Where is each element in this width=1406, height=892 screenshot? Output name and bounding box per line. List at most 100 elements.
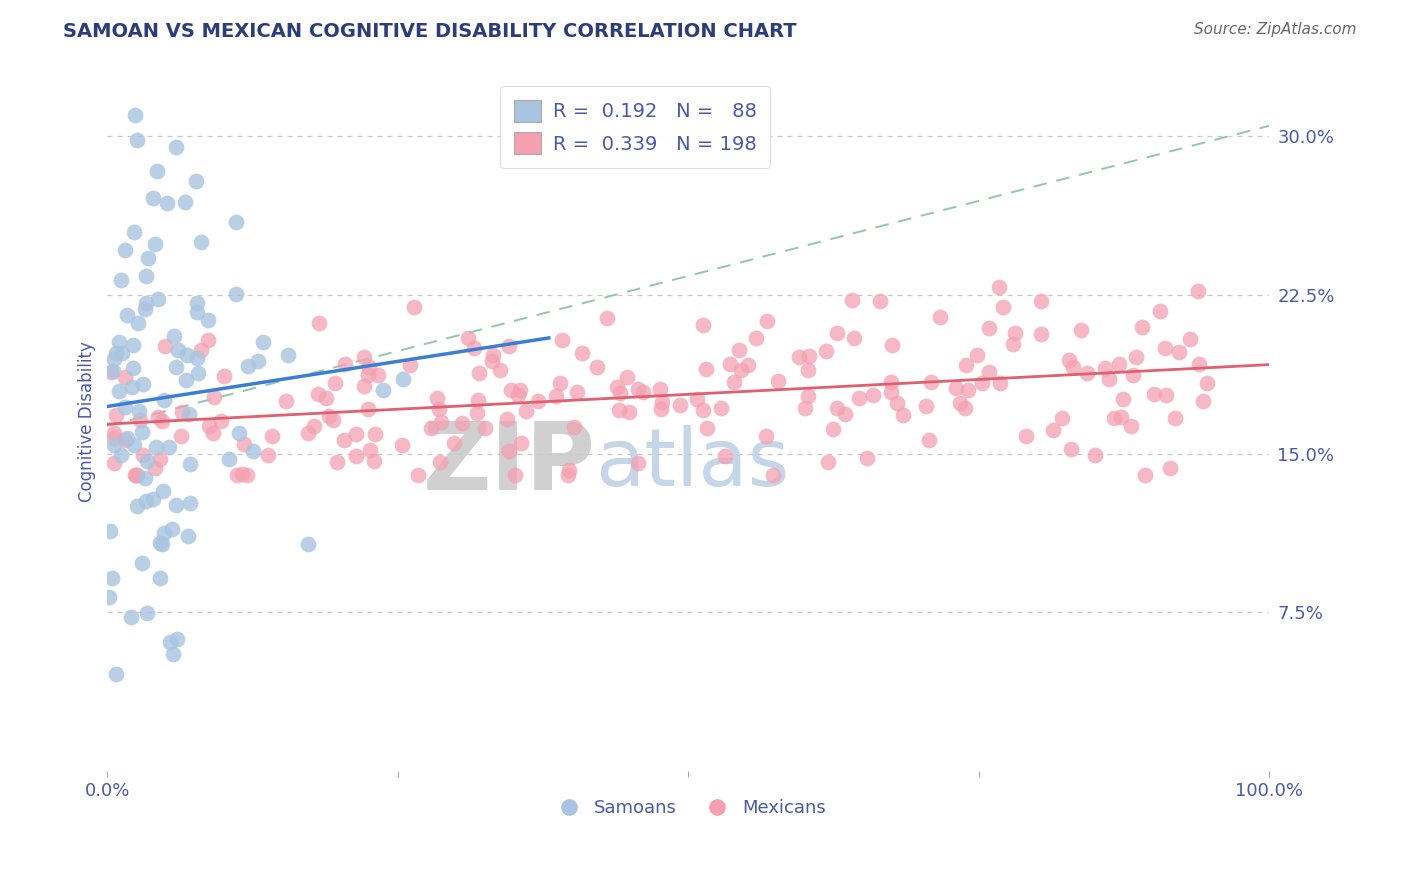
Point	[318, 409, 340, 423]
Point	[429, 455, 451, 469]
Point	[108, 334, 131, 349]
Point	[166, 343, 188, 357]
Point	[482, 348, 505, 362]
Point	[723, 375, 745, 389]
Point	[510, 435, 533, 450]
Point	[1029, 293, 1052, 308]
Point	[391, 372, 413, 386]
Point	[651, 395, 673, 409]
Point	[125, 133, 148, 147]
Point	[165, 140, 187, 154]
Point	[1122, 368, 1144, 383]
Point	[929, 310, 952, 324]
Point	[886, 396, 908, 410]
Point	[136, 606, 159, 620]
Point	[247, 354, 270, 368]
Point	[162, 328, 184, 343]
Point	[730, 363, 752, 377]
Point	[648, 382, 671, 396]
Point	[457, 331, 479, 345]
Point	[165, 359, 187, 374]
Point	[155, 195, 177, 210]
Point	[425, 391, 447, 405]
Text: SAMOAN VS MEXICAN COGNITIVE DISABILITY CORRELATION CHART: SAMOAN VS MEXICAN COGNITIVE DISABILITY C…	[63, 22, 797, 41]
Point	[1042, 423, 1064, 437]
Point	[201, 425, 224, 440]
Point	[631, 384, 654, 399]
Point	[1119, 418, 1142, 433]
Point	[165, 498, 187, 512]
Point	[152, 483, 174, 498]
Point	[856, 451, 879, 466]
Point	[766, 374, 789, 388]
Point	[218, 451, 240, 466]
Point	[121, 380, 143, 394]
Point	[122, 225, 145, 239]
Point	[153, 526, 176, 541]
Point	[817, 455, 839, 469]
Point	[115, 431, 138, 445]
Point	[977, 365, 1000, 379]
Point	[406, 467, 429, 482]
Point	[685, 392, 707, 407]
Point	[114, 243, 136, 257]
Point	[1195, 376, 1218, 390]
Point	[503, 467, 526, 482]
Point	[695, 361, 717, 376]
Point	[945, 381, 967, 395]
Point	[714, 450, 737, 464]
Point	[1133, 467, 1156, 482]
Point	[1060, 442, 1083, 456]
Point	[755, 314, 778, 328]
Point	[179, 457, 201, 471]
Point	[1188, 357, 1211, 371]
Point	[153, 339, 176, 353]
Point	[1130, 320, 1153, 334]
Point	[124, 108, 146, 122]
Point	[977, 321, 1000, 335]
Point	[114, 370, 136, 384]
Point	[797, 363, 820, 377]
Point	[236, 467, 259, 482]
Point	[546, 389, 568, 403]
Point	[103, 352, 125, 367]
Point	[966, 348, 988, 362]
Point	[1109, 409, 1132, 424]
Point	[1070, 323, 1092, 337]
Point	[755, 429, 778, 443]
Point	[322, 413, 344, 427]
Point	[1192, 394, 1215, 409]
Point	[814, 344, 837, 359]
Point	[190, 343, 212, 357]
Point	[142, 191, 165, 205]
Point	[353, 351, 375, 365]
Point	[869, 294, 891, 309]
Point	[1125, 350, 1147, 364]
Point	[135, 295, 157, 310]
Point	[145, 440, 167, 454]
Point	[509, 383, 531, 397]
Point	[429, 415, 451, 429]
Point	[344, 449, 367, 463]
Point	[481, 354, 503, 368]
Point	[558, 463, 581, 477]
Point	[696, 420, 718, 434]
Point	[727, 343, 749, 358]
Point	[607, 403, 630, 417]
Point	[737, 358, 759, 372]
Point	[557, 467, 579, 482]
Point	[307, 387, 329, 401]
Point	[834, 407, 856, 421]
Point	[1178, 332, 1201, 346]
Point	[443, 436, 465, 450]
Point	[953, 401, 976, 416]
Point	[160, 522, 183, 536]
Point	[956, 384, 979, 398]
Point	[720, 357, 742, 371]
Point	[585, 359, 607, 374]
Point	[297, 426, 319, 441]
Point	[198, 419, 221, 434]
Point	[562, 419, 585, 434]
Point	[762, 467, 785, 482]
Point	[451, 416, 474, 430]
